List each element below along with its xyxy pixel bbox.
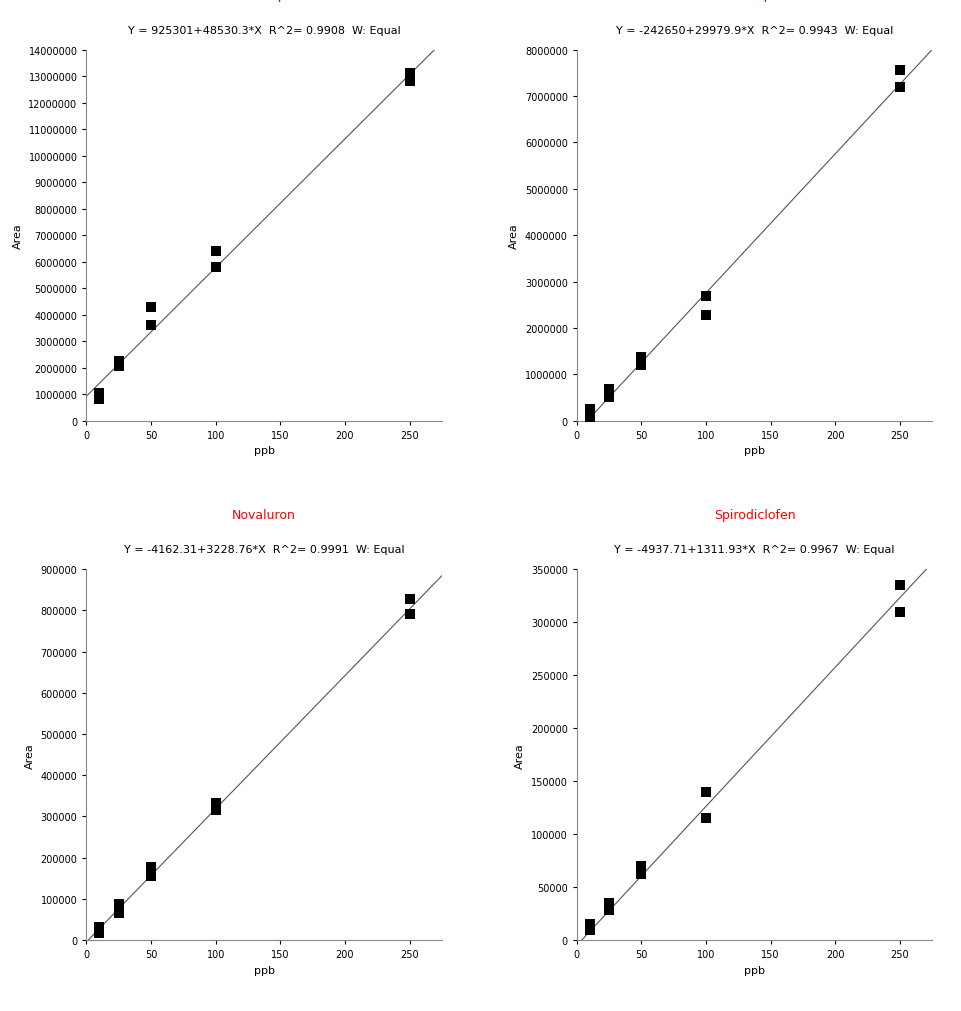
Point xyxy=(582,922,598,938)
Point xyxy=(208,803,223,819)
Point xyxy=(402,67,417,83)
Point xyxy=(143,299,159,315)
Point xyxy=(208,796,223,812)
Text: Imazapic: Imazapic xyxy=(727,0,782,2)
Point xyxy=(91,392,107,408)
Point xyxy=(582,916,598,932)
Point xyxy=(111,906,127,922)
Point xyxy=(699,289,714,305)
Point xyxy=(892,80,907,96)
Point xyxy=(143,317,159,334)
Point xyxy=(633,866,649,883)
X-axis label: ppb: ppb xyxy=(744,446,765,456)
X-axis label: ppb: ppb xyxy=(744,964,765,975)
Point xyxy=(208,260,223,276)
Point xyxy=(111,359,127,375)
Text: Y = -4162.31+3228.76*X  R^2= 0.9991  W: Equal: Y = -4162.31+3228.76*X R^2= 0.9991 W: Eq… xyxy=(124,545,405,555)
Point xyxy=(892,577,907,593)
Point xyxy=(143,868,159,885)
Point xyxy=(633,349,649,365)
Point xyxy=(602,390,617,406)
Text: Spirodiclofen: Spirodiclofen xyxy=(714,509,796,522)
Point xyxy=(892,604,907,620)
Point xyxy=(208,244,223,260)
Point xyxy=(699,784,714,800)
Point xyxy=(699,811,714,827)
Text: Y = 925301+48530.3*X  R^2= 0.9908  W: Equal: Y = 925301+48530.3*X R^2= 0.9908 W: Equa… xyxy=(128,25,401,35)
Point xyxy=(402,591,417,608)
Point xyxy=(402,74,417,90)
Y-axis label: Area: Area xyxy=(509,223,519,249)
Text: Y = -4937.71+1311.93*X  R^2= 0.9967  W: Equal: Y = -4937.71+1311.93*X R^2= 0.9967 W: Eq… xyxy=(614,545,895,555)
Point xyxy=(91,385,107,401)
Point xyxy=(633,858,649,875)
Y-axis label: Area: Area xyxy=(515,742,526,767)
Text: Novaluron: Novaluron xyxy=(233,509,296,522)
Point xyxy=(602,895,617,911)
Point xyxy=(111,896,127,912)
Point xyxy=(582,401,598,418)
Point xyxy=(699,307,714,324)
Point xyxy=(111,354,127,370)
Point xyxy=(892,63,907,79)
Text: Azamethiphos: Azamethiphos xyxy=(220,0,308,2)
Point xyxy=(91,925,107,941)
Point xyxy=(602,382,617,398)
Y-axis label: Area: Area xyxy=(25,742,35,767)
Point xyxy=(143,858,159,875)
Point xyxy=(91,919,107,935)
Point xyxy=(633,358,649,374)
Point xyxy=(402,606,417,622)
Y-axis label: Area: Area xyxy=(12,223,23,249)
X-axis label: ppb: ppb xyxy=(254,446,275,456)
Point xyxy=(602,903,617,919)
Point xyxy=(582,409,598,426)
Text: Y = -242650+29979.9*X  R^2= 0.9943  W: Equal: Y = -242650+29979.9*X R^2= 0.9943 W: Equ… xyxy=(616,25,893,35)
X-axis label: ppb: ppb xyxy=(254,964,275,975)
